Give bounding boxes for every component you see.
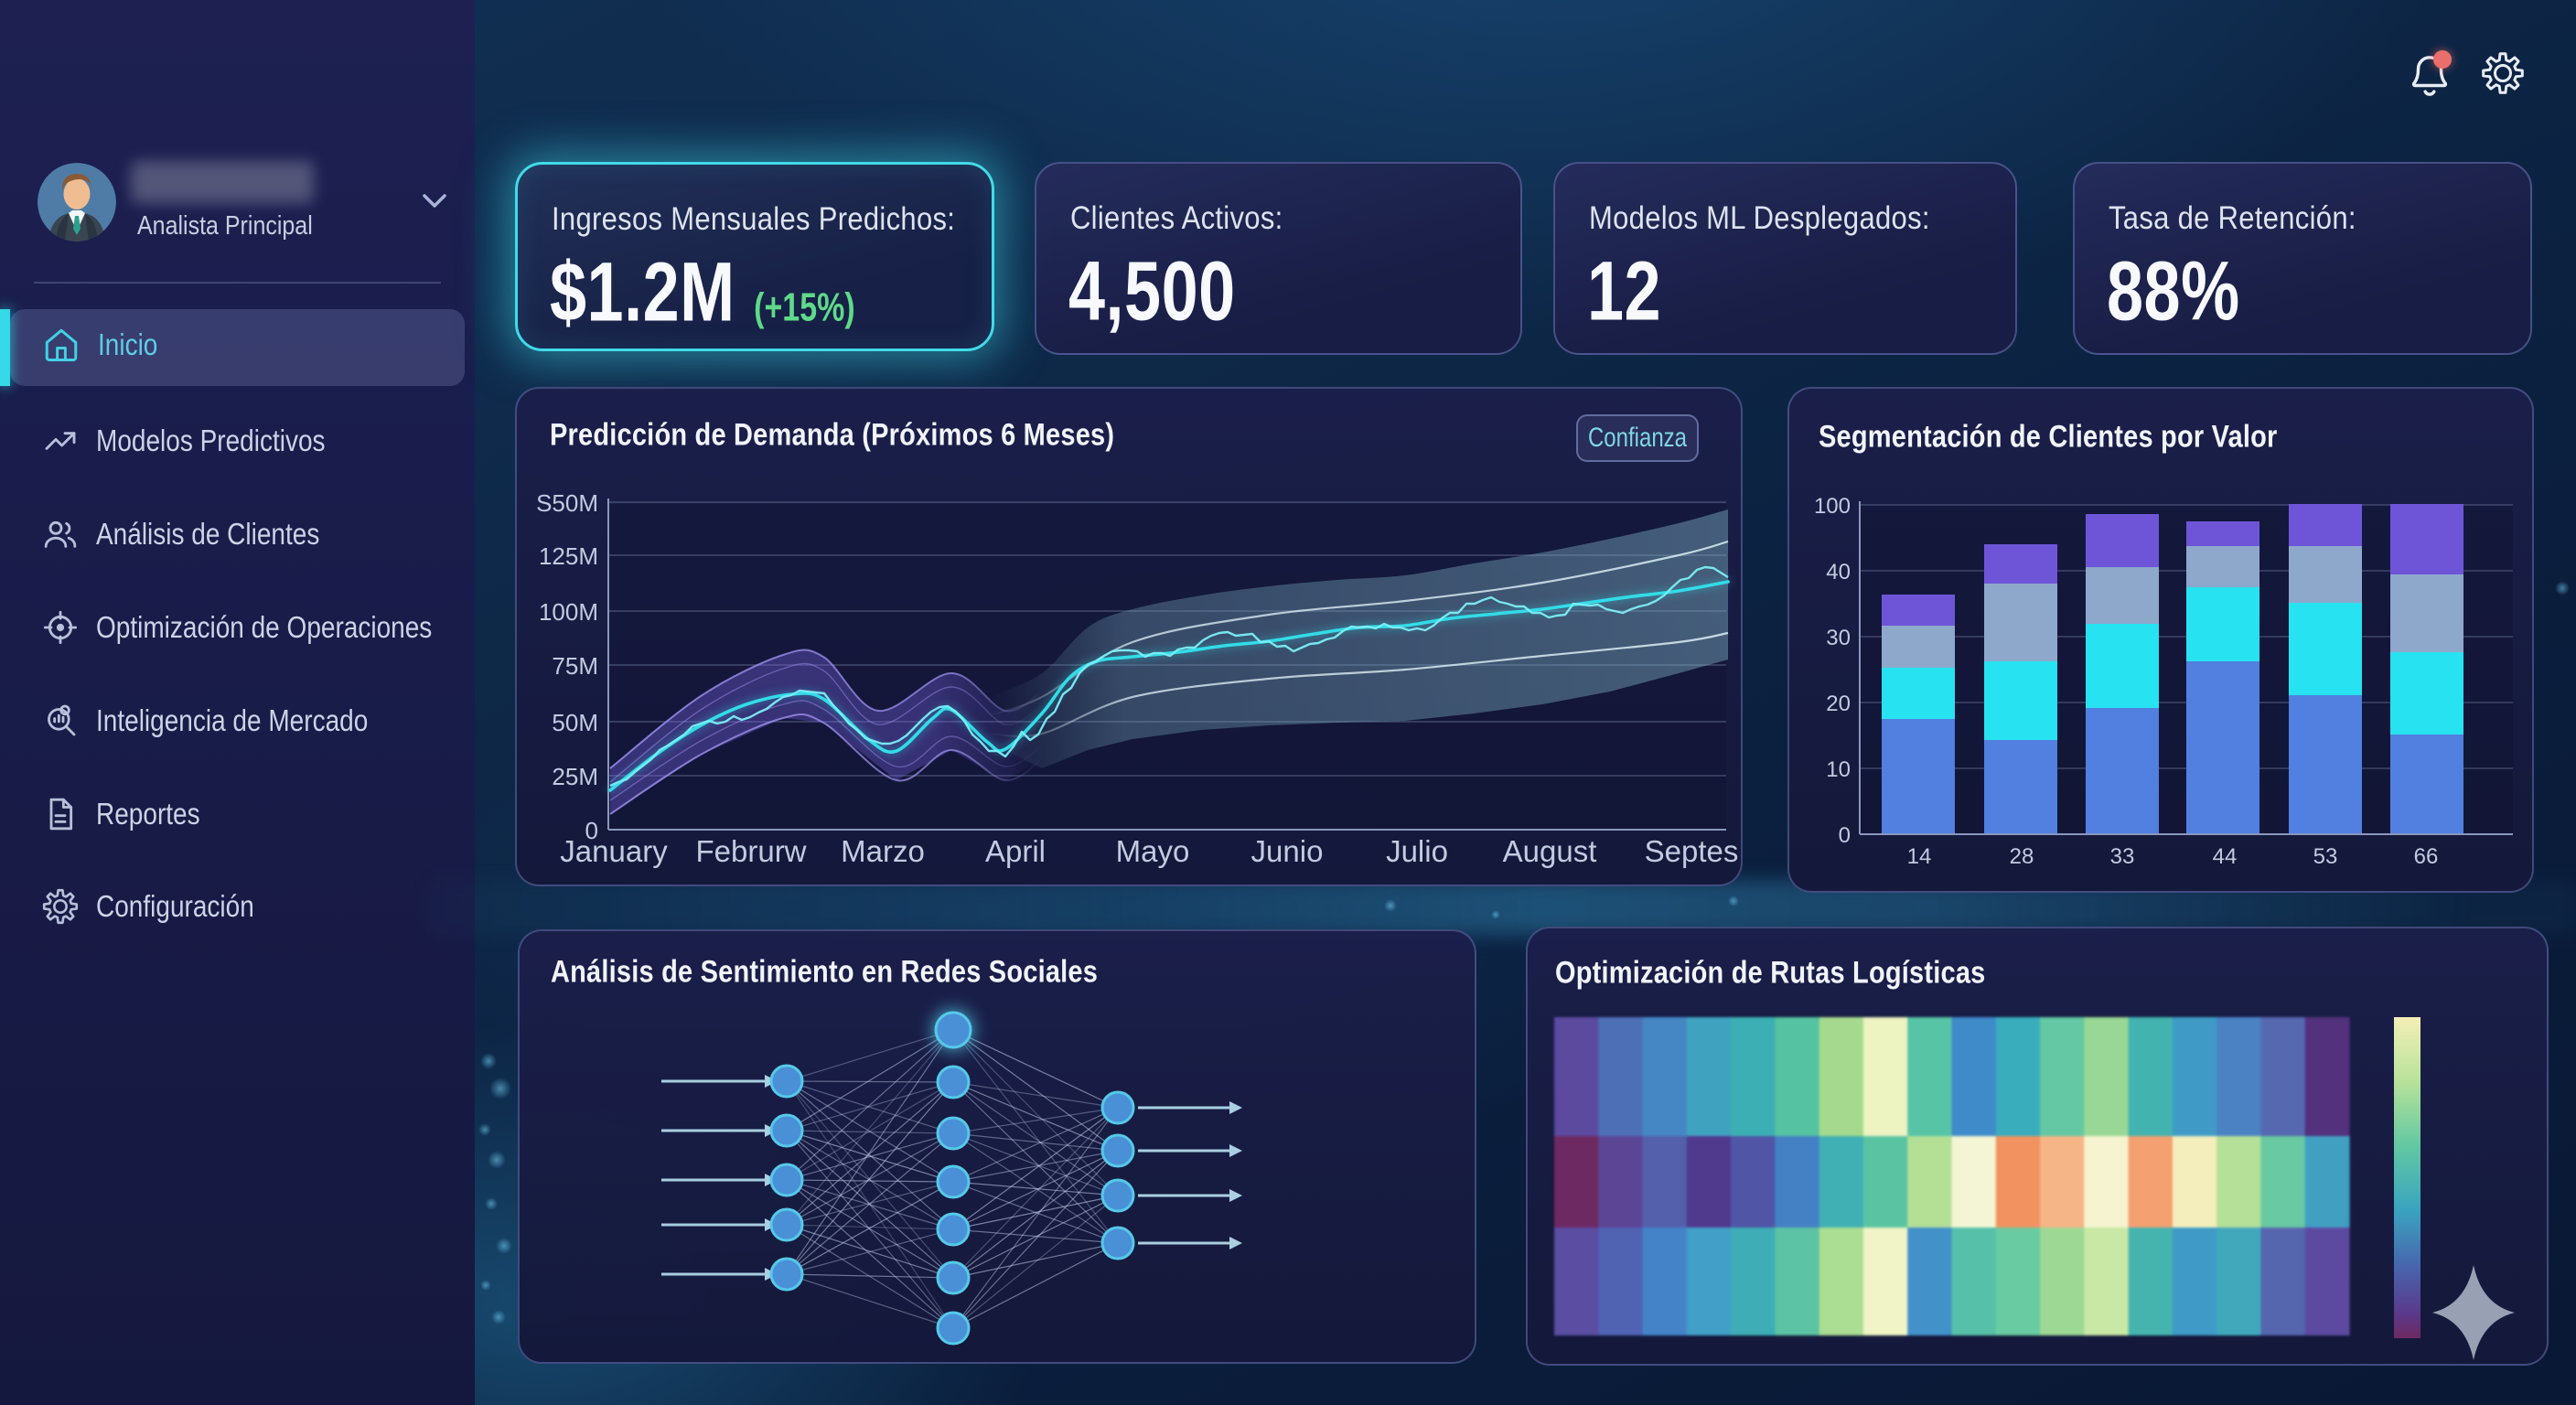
svg-text:August: August — [1503, 834, 1597, 868]
svg-text:100: 100 — [1814, 494, 1851, 519]
svg-text:125M: 125M — [539, 542, 598, 570]
svg-text:Marzo: Marzo — [841, 834, 925, 868]
svg-text:0: 0 — [1839, 823, 1851, 848]
svg-text:75M: 75M — [552, 652, 598, 680]
svg-text:January: January — [560, 834, 668, 868]
svg-text:30: 30 — [1826, 626, 1851, 650]
svg-text:S50M: S50M — [536, 489, 598, 517]
svg-text:44: 44 — [2213, 844, 2238, 869]
svg-text:50M: 50M — [552, 709, 598, 736]
svg-text:14: 14 — [1907, 844, 1932, 869]
svg-text:Julio: Julio — [1386, 834, 1448, 868]
svg-text:Mayo: Mayo — [1116, 834, 1190, 868]
svg-text:0: 0 — [585, 817, 598, 844]
svg-text:10: 10 — [1826, 757, 1851, 782]
svg-text:Junio: Junio — [1251, 834, 1324, 868]
svg-text:100M: 100M — [539, 598, 598, 626]
svg-text:Februrw: Februrw — [695, 834, 806, 868]
svg-text:28: 28 — [2010, 844, 2034, 869]
svg-text:33: 33 — [2110, 844, 2135, 869]
svg-text:53: 53 — [2313, 844, 2338, 869]
svg-text:April: April — [985, 834, 1046, 868]
svg-text:20: 20 — [1826, 692, 1851, 716]
svg-text:40: 40 — [1826, 560, 1851, 585]
svg-text:Septes: Septes — [1645, 834, 1739, 868]
svg-text:25M: 25M — [552, 763, 598, 790]
svg-text:66: 66 — [2414, 844, 2439, 869]
